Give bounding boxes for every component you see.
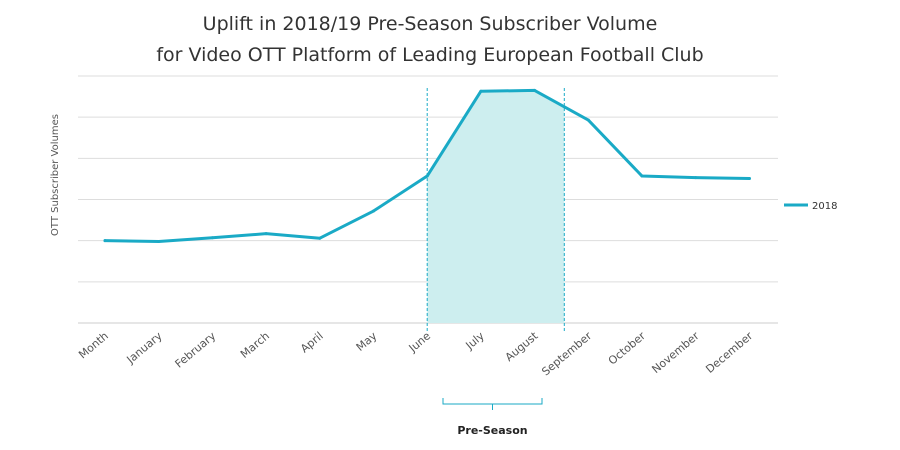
chart-title-line-1: Uplift in 2018/19 Pre-Season Subscriber … bbox=[203, 13, 658, 35]
preseason-highlight bbox=[426, 88, 565, 331]
legend-label: 2018 bbox=[812, 201, 837, 212]
x-tick-label: Month bbox=[76, 329, 111, 361]
x-tick-label: November bbox=[649, 329, 702, 376]
data-point bbox=[372, 209, 375, 213]
x-tick-label: October bbox=[606, 329, 648, 368]
data-point bbox=[694, 176, 698, 180]
preseason-bracket-shape bbox=[442, 398, 543, 410]
data-point bbox=[640, 174, 644, 178]
data-point bbox=[157, 239, 161, 243]
data-point bbox=[533, 88, 537, 92]
data-point bbox=[479, 89, 483, 93]
data-point bbox=[747, 177, 751, 181]
data-point bbox=[318, 236, 322, 240]
x-tick-label: February bbox=[173, 329, 219, 371]
data-point bbox=[425, 174, 429, 178]
x-tick-label: June bbox=[406, 329, 434, 355]
x-tick-label: May bbox=[354, 329, 380, 354]
x-tick-label: March bbox=[238, 329, 272, 361]
data-point bbox=[264, 232, 268, 236]
x-tick-label: December bbox=[703, 329, 755, 376]
x-tick-label: January bbox=[124, 329, 165, 367]
series-lines bbox=[103, 88, 751, 243]
x-tick-label: April bbox=[298, 329, 326, 355]
x-tick-labels: Month January February March April May June Jul… bbox=[76, 329, 756, 378]
x-tick-label: September bbox=[539, 329, 594, 378]
y-axis-label: OTT Subscriber Volumes bbox=[50, 114, 61, 236]
chart-title-line-2: for Video OTT Platform of Leading Europe… bbox=[156, 44, 703, 66]
data-point bbox=[210, 236, 214, 240]
data-point bbox=[586, 118, 590, 122]
preseason-label: Pre-Season bbox=[457, 424, 527, 437]
preseason-bracket: Pre-Season bbox=[442, 398, 543, 437]
data-point bbox=[103, 239, 107, 243]
x-tick-label: August bbox=[503, 329, 541, 364]
x-tick-label: July bbox=[463, 329, 488, 353]
legend: 2018 bbox=[784, 201, 837, 212]
preseason-area bbox=[427, 90, 565, 324]
